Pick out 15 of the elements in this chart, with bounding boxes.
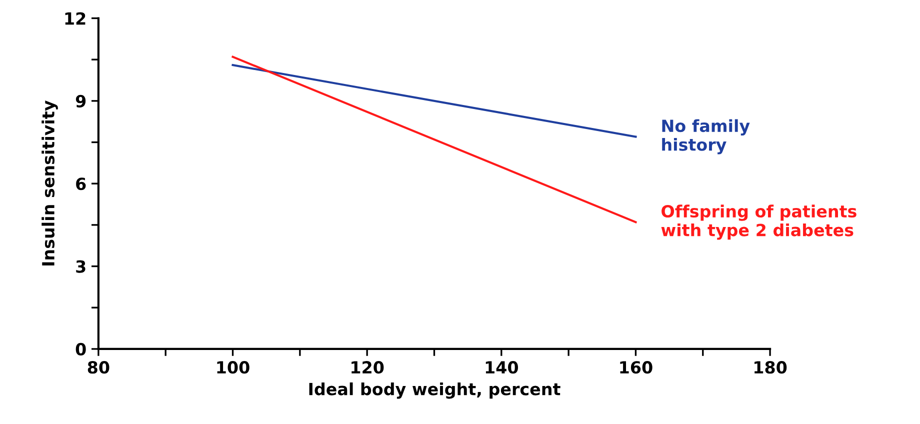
x-tick-label: 120 [352, 361, 384, 374]
y-tick-label: 12 [65, 12, 86, 25]
x-axis-title: Ideal body weight, percent [309, 382, 560, 399]
y-tick-label: 3 [76, 260, 86, 273]
y-tick-label: 6 [76, 178, 86, 190]
y-tick-label: 0 [76, 342, 86, 356]
x-tick-label: 160 [620, 361, 652, 374]
y-tick-label: 9 [76, 94, 86, 108]
x-tick-label: 100 [217, 361, 250, 374]
series-label: No family history [662, 119, 750, 154]
x-tick-label: 180 [754, 361, 787, 374]
x-tick-label: 80 [88, 361, 110, 374]
series-label: Offspring of patients with type 2 diabetes [661, 204, 856, 240]
x-tick-label: 140 [486, 361, 518, 374]
y-axis-title: Insulin sensitivity [42, 100, 58, 266]
